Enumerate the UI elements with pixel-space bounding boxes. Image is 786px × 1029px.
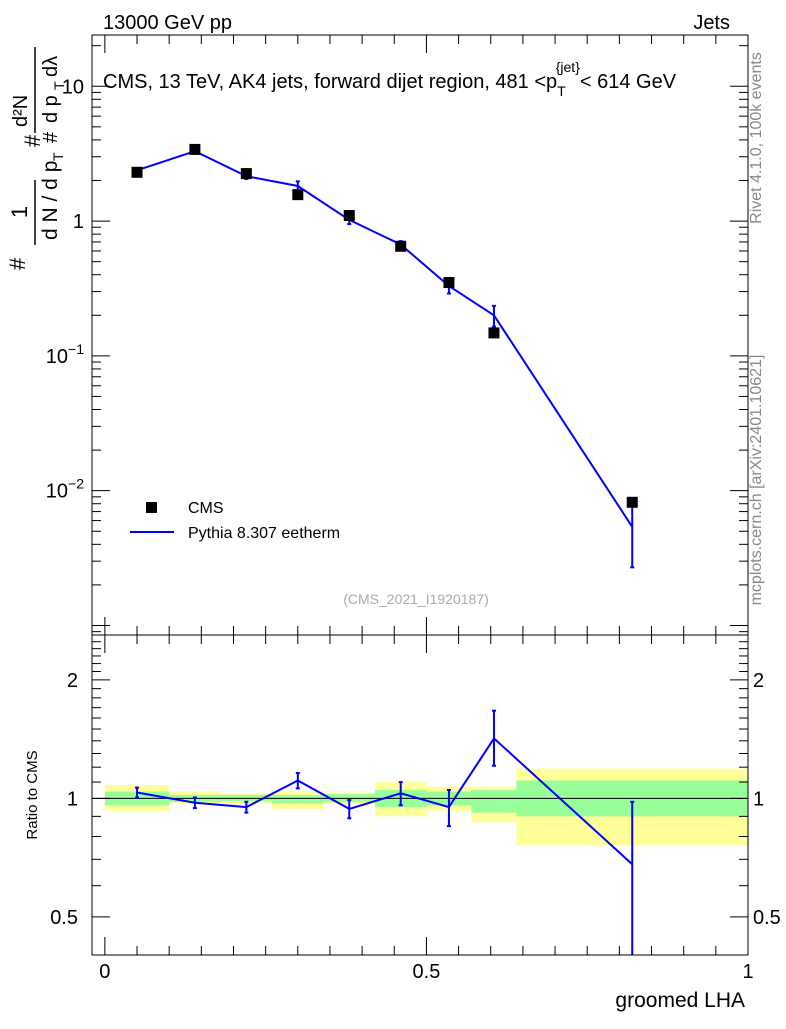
legend-pythia-label: Pythia 8.307 eetherm (188, 525, 340, 542)
ratio-ytick-label-left: 2 (67, 670, 78, 692)
main-ylabel: # 1 d N / d p T # d²N # d p T dλ (5, 47, 67, 270)
ratio-band-green (471, 790, 517, 813)
cms-data-point (395, 240, 407, 252)
xtick-label: 0 (99, 961, 110, 983)
ratio-plot-frame (91, 634, 749, 956)
main-ytick-label: 10−1 (46, 341, 84, 368)
xlabel: groomed LHA (615, 989, 745, 1012)
header-right: Jets (693, 12, 730, 34)
ylabel-hash: # (5, 257, 30, 270)
legend-cms-label: CMS (188, 500, 224, 517)
pythia-line (136, 150, 634, 528)
ylabel-one: 1 (7, 206, 32, 218)
ratio-ytick-label-right: 0.5 (753, 907, 781, 929)
xtick-label: 1 (742, 961, 753, 983)
xtick-label: 0.5 (413, 961, 441, 983)
main-ytick-base: 10 (46, 346, 68, 368)
main-ytick-exp: −2 (68, 476, 84, 492)
title-sup: {jet} (556, 59, 580, 75)
cms-data-point (343, 209, 355, 221)
main-title: CMS, 13 TeV, AK4 jets, forward dijet reg… (103, 59, 677, 99)
main-plot-frame (91, 34, 749, 636)
ylabel-dlambda: dλ (40, 56, 62, 77)
ylabel-hash2: # (20, 134, 45, 147)
cms-data-point (240, 168, 252, 180)
title-main: CMS, 13 TeV, AK4 jets, forward dijet reg… (103, 71, 557, 93)
main-ytick-base: 10 (62, 76, 84, 98)
cms-data-point (443, 277, 455, 289)
legend-cms-marker (146, 502, 157, 513)
ratio-ytick-label-right: 2 (753, 670, 764, 692)
cms-data-point (131, 166, 143, 178)
ratio-ylabel: Ratio to CMS (24, 750, 41, 839)
ratio-ytick-label-left: 1 (67, 788, 78, 810)
cms-data-point (292, 189, 304, 201)
rivet-label: Rivet 4.1.0, 100k events (748, 52, 765, 224)
cms-data-point (189, 143, 201, 155)
ratio-ytick-label-right: 1 (753, 788, 764, 810)
ratio-plot-layer: 0 0.5 1 2 2 1 1 0.5 0.5 (50, 634, 781, 983)
main-ytick-exp: −1 (68, 341, 84, 357)
ylabel-hash3: # (40, 131, 62, 143)
cms-data-point (488, 327, 500, 339)
mcplots-label: mcplots.cern.ch [arXiv:2401.10621] (748, 355, 765, 606)
ylabel-d2N: d²N (10, 95, 32, 127)
analysis-watermark: (CMS_2021_I1920187) (343, 591, 489, 607)
ylabel-T: T (50, 152, 66, 161)
header-left: 13000 GeV pp (103, 12, 232, 34)
ylabel-dp: d p (40, 95, 62, 123)
main-ytick-base: 1 (73, 211, 84, 233)
main-ytick-label: 1 (73, 211, 84, 233)
ratio-ytick-label-left: 0.5 (50, 907, 78, 929)
main-ytick-base: 10 (46, 481, 68, 503)
title-sub: T (557, 83, 566, 99)
ylabel-dp-sub: T (51, 81, 67, 90)
ylabel-dN: d N / d p (39, 161, 62, 240)
main-ytick-label: 10−2 (46, 476, 84, 503)
title-end: < 614 GeV (580, 71, 677, 93)
cms-data-point (626, 496, 638, 508)
main-ytick-label: 10 (62, 76, 84, 98)
ratio-band-green (272, 794, 324, 804)
